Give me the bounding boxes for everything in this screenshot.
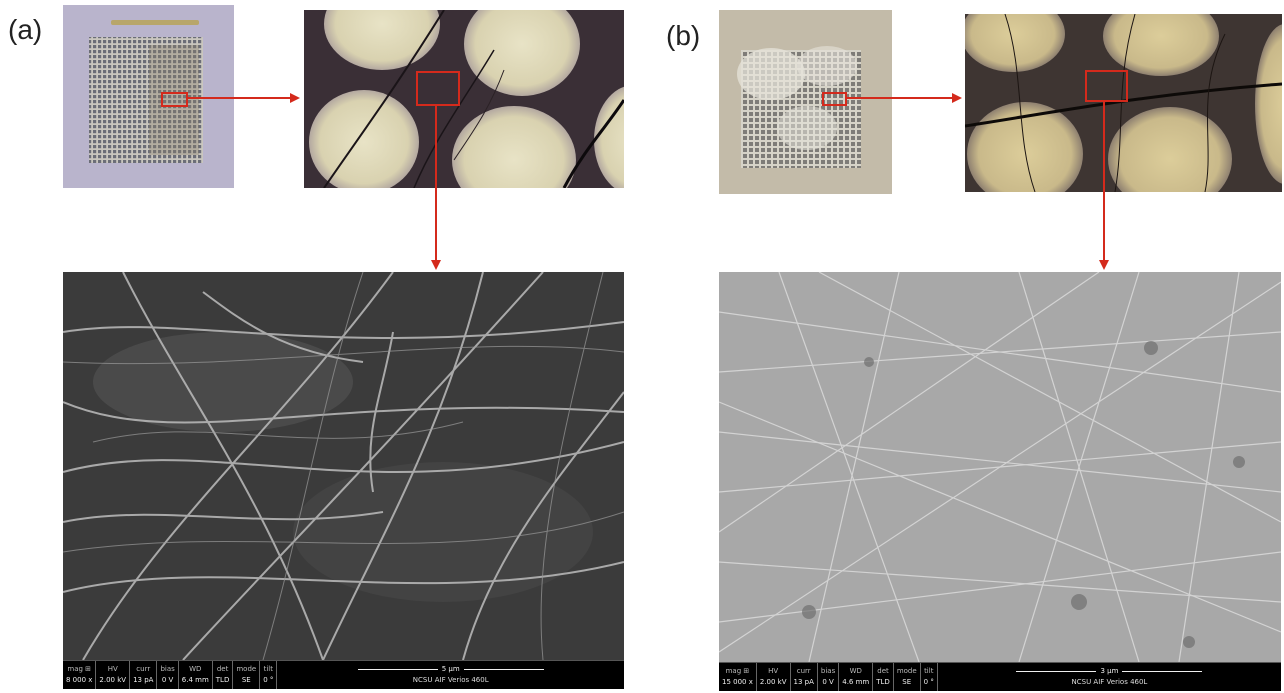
sem-image-b bbox=[719, 272, 1281, 662]
det-cell: det TLD bbox=[213, 661, 234, 689]
bias-cell: bias 0 V bbox=[157, 661, 179, 689]
instrument-label: NCSU AIF Verios 460L bbox=[1071, 678, 1148, 686]
mag-cell: mag ⊞ 8 000 x bbox=[63, 661, 97, 689]
panel-label-b: (b) bbox=[666, 20, 701, 51]
scale-bar bbox=[357, 669, 438, 670]
sem-image-a bbox=[63, 272, 624, 660]
tilt-cell: tilt 0 ° bbox=[260, 661, 278, 689]
panel-label-a: (a) bbox=[8, 14, 43, 45]
instrument-label: NCSU AIF Verios 460L bbox=[412, 676, 489, 684]
sem-info-bar-a: mag ⊞ 8 000 x HV 2.00 kV curr 13 pA bias 0 V… bbox=[63, 660, 624, 689]
curr-cell: curr 13 pA bbox=[130, 661, 158, 689]
scale-cell: 5 µm NCSU AIF Verios 460L bbox=[277, 661, 624, 689]
wd-cell: WD 4.6 mm bbox=[839, 663, 874, 691]
bias-cell: bias 0 V bbox=[818, 663, 840, 691]
hv-cell: HV 2.00 kV bbox=[96, 661, 131, 689]
grid-photo-a bbox=[63, 5, 234, 188]
wd-cell: WD 6.4 mm bbox=[179, 661, 213, 689]
scale-bar bbox=[1016, 671, 1097, 672]
grid-photo-b bbox=[719, 10, 892, 194]
scale-label: 3 µm bbox=[1100, 667, 1119, 675]
scale-label: 5 µm bbox=[441, 665, 460, 673]
optical-zoom-b bbox=[965, 14, 1282, 192]
mode-cell: mode SE bbox=[894, 663, 921, 691]
optical-zoom-a bbox=[304, 10, 624, 188]
det-cell: det TLD bbox=[873, 663, 894, 691]
scale-cell: 3 µm NCSU AIF Verios 460L bbox=[938, 663, 1281, 691]
hv-cell: HV 2.00 kV bbox=[757, 663, 791, 691]
mode-cell: mode SE bbox=[233, 661, 261, 689]
tilt-cell: tilt 0 ° bbox=[921, 663, 938, 691]
curr-cell: curr 13 pA bbox=[791, 663, 818, 691]
sem-info-bar-b: mag ⊞ 15 000 x HV 2.00 kV curr 13 pA bias 0 … bbox=[719, 662, 1281, 691]
mag-cell: mag ⊞ 15 000 x bbox=[719, 663, 757, 691]
